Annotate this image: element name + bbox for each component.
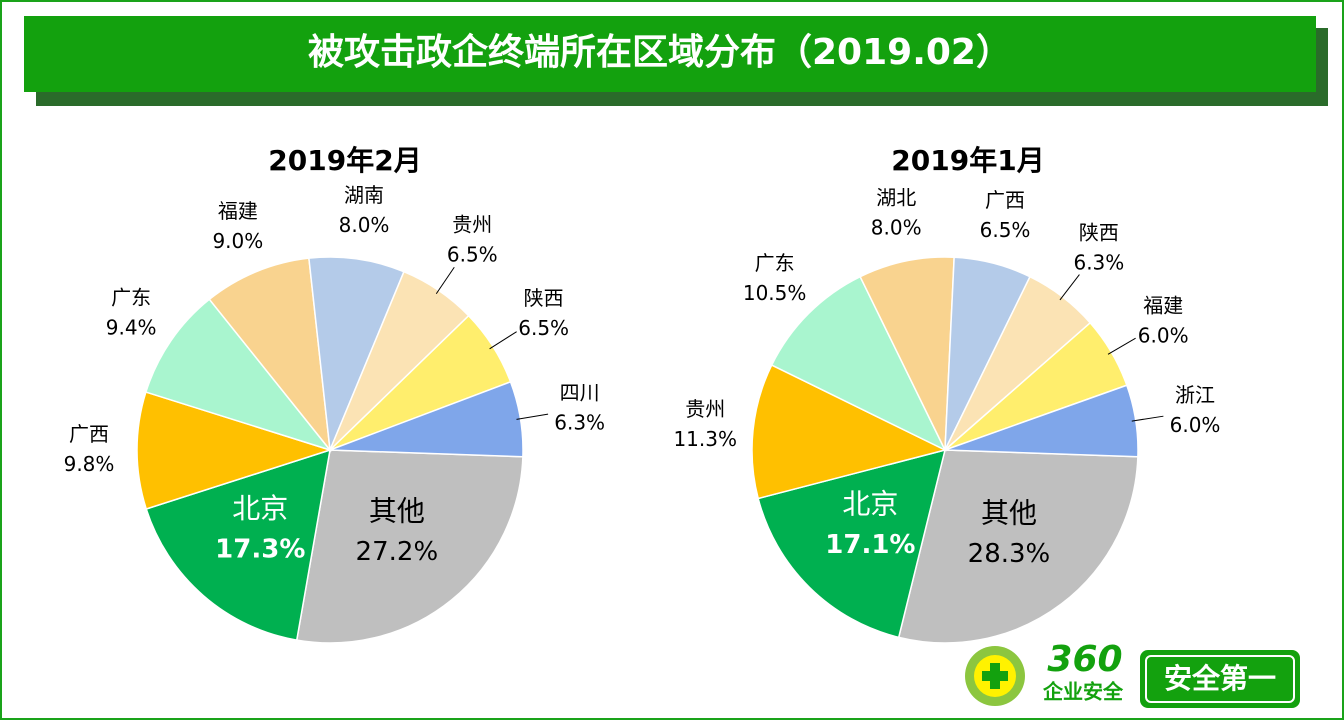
value-label: 17.1%: [825, 530, 915, 560]
value-label: 6.0%: [1138, 323, 1189, 347]
slice-name: 广东: [111, 285, 151, 309]
slice-name: 福建: [1143, 293, 1183, 317]
pie-slice: [208, 257, 332, 453]
pie-slice: [145, 448, 331, 641]
logo-slogan-frame: [1145, 655, 1295, 703]
pie-slice: [751, 364, 948, 500]
slide-title: 被攻击政企终端所在区域分布（2019.02）: [308, 31, 1012, 73]
value-label: 6.5%: [518, 316, 569, 340]
slice-name: 湖南: [344, 183, 384, 207]
slice-name: 四川: [560, 380, 600, 404]
leader-line: [489, 331, 517, 350]
slice-name: 陕西: [1079, 221, 1119, 245]
leader-line: [1131, 415, 1164, 422]
pie-slice: [770, 275, 947, 452]
pie-slice: [757, 448, 947, 639]
value-label: 6.5%: [980, 218, 1031, 242]
logo-cross: [990, 663, 1000, 689]
pie-slice: [144, 298, 333, 452]
value-label: 17.3%: [215, 535, 305, 565]
slice-name: 北京: [842, 488, 898, 521]
leader-line: [435, 266, 455, 295]
slice-name: 福建: [218, 199, 258, 223]
slice-name: 其他: [981, 497, 1037, 530]
logo-slogan-box: [1140, 650, 1300, 708]
value-label: 8.0%: [871, 215, 922, 239]
leader-line: [1059, 274, 1080, 301]
slice-name: 贵州: [452, 212, 492, 236]
slice-name: 其他: [369, 494, 425, 527]
logo-slogan: 安全第一: [1164, 662, 1276, 695]
pie-slice: [295, 449, 524, 644]
value-label: 6.0%: [1170, 413, 1221, 437]
slice-name: 广西: [69, 422, 109, 446]
pie-slice: [308, 256, 405, 451]
value-label: 27.2%: [356, 537, 439, 567]
slice-name: 陕西: [524, 286, 564, 310]
slice-name: 广西: [985, 188, 1025, 212]
value-label: 6.3%: [554, 410, 605, 434]
pie-slice: [897, 449, 1139, 644]
pie-slice: [859, 256, 955, 451]
title-bar: [24, 16, 1316, 92]
value-label: 8.0%: [339, 213, 390, 237]
value-label: 11.3%: [673, 427, 737, 451]
value-label: 6.3%: [1073, 251, 1124, 275]
slice-name: 浙江: [1175, 383, 1215, 407]
slice-name: 北京: [232, 492, 288, 525]
value-label: 9.4%: [106, 315, 157, 339]
value-label: 10.5%: [743, 281, 807, 305]
value-label: 9.0%: [212, 229, 263, 253]
logo: 360 企业安全 安全第一: [965, 639, 1300, 708]
chart-title: 2019年1月: [891, 144, 1044, 177]
slice-name: 贵州: [685, 397, 725, 421]
value-label: 6.5%: [447, 242, 498, 266]
slice-name: 湖北: [876, 185, 916, 209]
logo-sub: 企业安全: [1042, 680, 1124, 704]
leader-line: [1107, 337, 1136, 355]
value-label: 9.8%: [64, 452, 115, 476]
chart-title: 2019年2月: [268, 144, 421, 177]
slice-name: 广东: [755, 251, 795, 275]
value-label: 28.3%: [968, 539, 1051, 569]
logo-brand: 360: [1047, 639, 1122, 680]
pie-slice: [136, 391, 333, 510]
leader-line: [516, 413, 549, 420]
